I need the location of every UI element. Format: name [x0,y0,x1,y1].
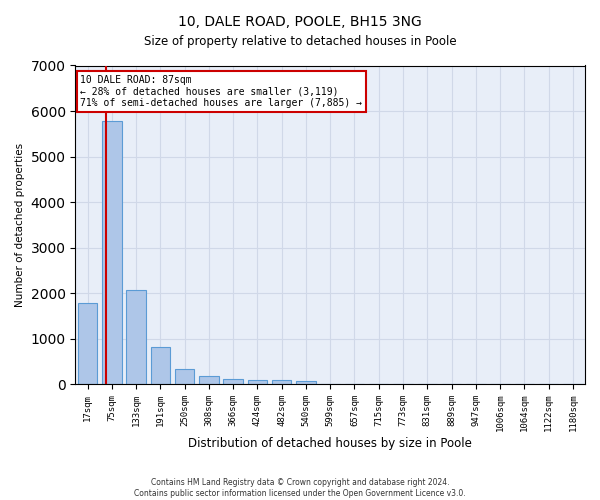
Text: Size of property relative to detached houses in Poole: Size of property relative to detached ho… [143,35,457,48]
Bar [248,380,267,384]
Bar [78,303,97,384]
Bar [175,368,194,384]
Bar [199,376,218,384]
Text: Contains HM Land Registry data © Crown copyright and database right 2024.
Contai: Contains HM Land Registry data © Crown c… [134,478,466,498]
Y-axis label: Number of detached properties: Number of detached properties [15,142,25,307]
Bar [127,290,146,384]
Bar [151,347,170,384]
X-axis label: Distribution of detached houses by size in Poole: Distribution of detached houses by size … [188,437,472,450]
Text: 10, DALE ROAD, POOLE, BH15 3NG: 10, DALE ROAD, POOLE, BH15 3NG [178,15,422,29]
Bar [272,380,292,384]
Text: 10 DALE ROAD: 87sqm
← 28% of detached houses are smaller (3,119)
71% of semi-det: 10 DALE ROAD: 87sqm ← 28% of detached ho… [80,75,362,108]
Bar [223,379,243,384]
Bar [102,121,122,384]
Bar [296,381,316,384]
